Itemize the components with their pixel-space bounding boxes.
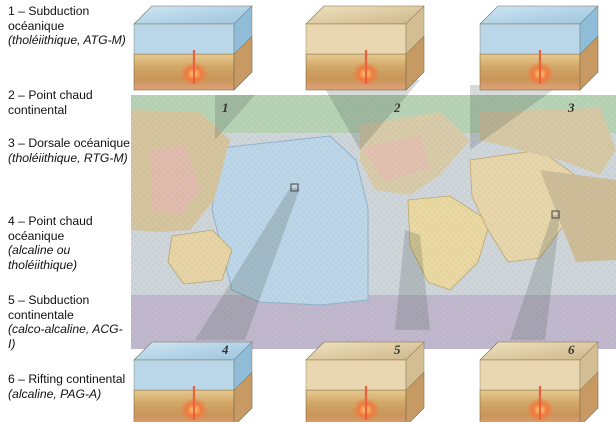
block-5-continental-subduction: 5 — [305, 341, 425, 422]
legend-title-1: 1 – Subduction océanique — [8, 4, 90, 33]
callout-cone-6 — [510, 215, 560, 340]
legend-item-1: 1 – Subduction océanique (tholéiithique,… — [8, 4, 130, 48]
callout-cone-3 — [470, 85, 560, 150]
block-number-4: 4 — [221, 342, 229, 357]
legend-title-4: 4 – Point chaud océanique — [8, 214, 93, 243]
block-surface — [133, 23, 235, 55]
callout-cone-1 — [215, 95, 255, 140]
legend-item-3: 3 – Dorsale océanique (tholéiithique, RT… — [8, 136, 130, 165]
block-number-6: 6 — [568, 342, 575, 357]
callout-cones — [195, 80, 560, 340]
block-number-5: 5 — [394, 342, 401, 357]
map-relief-texture — [131, 95, 616, 349]
legend-item-4: 4 – Point chaud océanique (alcaline ou t… — [8, 214, 130, 272]
block-surface-side — [405, 341, 425, 391]
block-surface — [479, 23, 581, 55]
world-map — [131, 95, 616, 349]
callout-cone-4 — [195, 188, 300, 340]
locator-marker — [551, 210, 560, 219]
locator-marker — [290, 183, 299, 192]
block-top-face — [305, 5, 425, 25]
block-front-face — [479, 53, 581, 91]
callout-cone-5 — [395, 230, 430, 330]
callout-cone-2 — [320, 80, 420, 150]
block-surface-side — [579, 5, 599, 55]
block-number-1: 1 — [222, 100, 229, 115]
legend-title-6: 6 – Rifting continental — [8, 372, 126, 386]
block-top-face — [305, 341, 425, 361]
block-surface-side — [405, 5, 425, 55]
block-surface — [479, 359, 581, 391]
block-surface-side — [579, 341, 599, 391]
legend-subtitle-5: (calco-alcaline, ACG-I) — [8, 322, 123, 351]
block-top-face — [479, 5, 599, 25]
legend-subtitle-3: (tholéiithique, RTG-M) — [8, 150, 128, 165]
block-1-ocean-subduction: 1 — [133, 5, 253, 115]
block-2-continental-hotspot: 2 — [305, 5, 425, 115]
block-surface-side — [233, 5, 253, 55]
legend-title-3: 3 – Dorsale océanique — [8, 136, 130, 150]
legend-subtitle-1: (tholéiithique, ATG-M) — [8, 33, 126, 48]
block-3-ocean-ridge: 3 — [479, 5, 599, 115]
block-top-face — [133, 5, 253, 25]
block-surface — [305, 23, 407, 55]
block-top-face — [479, 341, 599, 361]
block-top-face — [133, 341, 253, 361]
legend-title-5: 5 – Subduction continentale — [8, 293, 90, 322]
block-surface — [133, 359, 235, 391]
legend-item-6: 6 – Rifting continental (alcaline, PAG-A… — [8, 372, 130, 401]
block-surface — [305, 359, 407, 391]
legend-subtitle-4: (alcaline ou tholéiithique) — [8, 243, 78, 272]
block-number-3: 3 — [567, 100, 575, 115]
block-surface-side — [233, 341, 253, 391]
block-number-2: 2 — [393, 100, 401, 115]
legend-item-2: 2 – Point chaud continental — [8, 88, 130, 117]
legend-subtitle-6: (alcaline, PAG-A) — [8, 386, 102, 401]
block-diagrams: 1 2 3 4 5 6 — [133, 5, 599, 422]
legend-item-5: 5 – Subduction continentale (calco-alcal… — [8, 293, 130, 351]
block-4-ocean-hotspot: 4 — [133, 341, 253, 422]
legend-title-2: 2 – Point chaud continental — [8, 88, 93, 117]
block-6-continental-rift: 6 — [479, 341, 599, 422]
